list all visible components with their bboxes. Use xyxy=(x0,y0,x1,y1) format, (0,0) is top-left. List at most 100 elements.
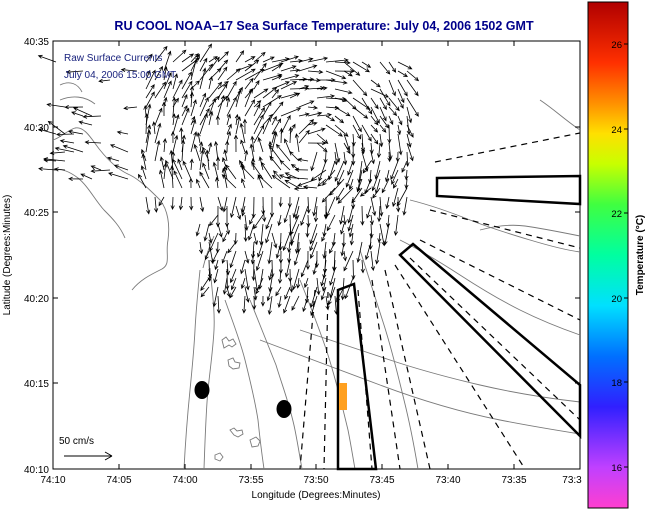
current-arrow xyxy=(388,115,394,126)
current-arrow xyxy=(269,155,282,171)
current-arrow xyxy=(222,277,228,295)
current-arrow xyxy=(340,223,345,235)
colorbar-tick-label: 18 xyxy=(611,378,622,389)
current-arrow xyxy=(361,97,373,115)
current-arrow xyxy=(249,214,255,225)
y-tick-label: 40:30 xyxy=(24,123,49,134)
current-arrow xyxy=(334,115,345,124)
current-arrow xyxy=(334,124,349,137)
current-arrow xyxy=(277,295,282,308)
current-arrow xyxy=(216,295,221,314)
current-arrow xyxy=(227,241,237,254)
station-marker xyxy=(194,381,210,399)
current-arrow xyxy=(229,268,237,284)
current-arrow xyxy=(208,56,220,72)
y-axis xyxy=(53,40,580,470)
current-arrow xyxy=(199,112,208,135)
current-arrow xyxy=(371,169,381,192)
current-arrow xyxy=(334,60,351,65)
current-arrow xyxy=(268,268,273,281)
current-arrow xyxy=(154,122,162,144)
radar-beam-outlines xyxy=(336,174,582,471)
current-arrow xyxy=(393,178,399,189)
current-arrow xyxy=(267,241,273,265)
current-arrow xyxy=(370,196,377,217)
current-arrow xyxy=(280,107,302,117)
current-arrow xyxy=(309,241,318,259)
colorbar-tick-label: 22 xyxy=(611,209,622,220)
current-arrow xyxy=(71,111,84,117)
current-arrow xyxy=(253,88,269,99)
current-arrow xyxy=(283,295,291,314)
current-arrow xyxy=(361,124,372,142)
current-arrow xyxy=(240,139,246,153)
current-arrow xyxy=(145,69,151,81)
current-arrow xyxy=(272,170,282,180)
current-arrow xyxy=(190,99,197,117)
current-arrow xyxy=(244,286,250,303)
current-arrow xyxy=(53,167,66,172)
current-arrow xyxy=(215,205,221,228)
x-axis-label: Longitude (Degrees:Minutes) xyxy=(252,490,381,501)
current-arrow xyxy=(323,205,328,220)
current-arrow xyxy=(213,268,219,284)
current-arrow xyxy=(241,178,246,189)
current-arrow xyxy=(316,112,333,118)
current-arrow xyxy=(226,96,231,108)
current-arrow xyxy=(262,116,271,135)
current-arrow xyxy=(379,97,387,111)
current-arrow xyxy=(342,250,347,262)
current-arrow xyxy=(205,149,210,171)
current-arrow xyxy=(68,176,84,181)
current-arrow xyxy=(356,241,363,264)
current-arrow xyxy=(406,97,419,117)
current-arrow xyxy=(145,124,152,144)
current-arrow xyxy=(235,50,245,63)
current-arrow xyxy=(208,76,213,90)
current-arrow xyxy=(154,45,168,63)
colorbar-label: Temperature (°C) xyxy=(635,215,646,296)
current-arrow xyxy=(290,223,300,245)
current-arrow xyxy=(317,178,327,187)
current-arrow xyxy=(334,88,353,95)
current-arrow xyxy=(359,187,372,197)
current-arrow xyxy=(173,170,183,189)
current-arrow xyxy=(294,167,309,172)
current-arrow xyxy=(59,139,75,144)
current-arrow xyxy=(260,295,265,307)
current-arrow xyxy=(347,160,354,176)
colorbar-tick-label: 26 xyxy=(611,40,622,51)
current-arrow xyxy=(406,79,419,97)
current-arrow xyxy=(307,121,318,126)
current-arrow xyxy=(361,61,372,68)
current-arrow xyxy=(170,165,175,189)
current-arrow xyxy=(325,124,343,137)
current-arrow xyxy=(343,61,361,76)
current-arrow xyxy=(268,140,273,162)
current-arrow xyxy=(47,120,66,135)
current-arrow xyxy=(198,141,204,153)
current-arrow xyxy=(296,277,301,289)
current-arrow xyxy=(397,97,404,109)
current-arrow xyxy=(259,223,264,246)
current-arrow xyxy=(379,61,391,75)
current-arrow xyxy=(352,124,362,140)
current-arrow xyxy=(222,232,228,243)
current-arrow xyxy=(226,80,237,99)
current-arrow xyxy=(226,96,237,117)
current-arrow xyxy=(271,75,283,81)
current-arrow xyxy=(159,156,165,171)
current-arrow xyxy=(163,50,172,72)
current-arrow xyxy=(165,159,174,180)
current-arrow xyxy=(387,151,392,163)
current-arrow xyxy=(221,174,237,189)
current-arrow xyxy=(163,80,172,99)
colorbar-tick-labels: 26 24 22 20 18 16 xyxy=(611,40,622,474)
current-arrow xyxy=(208,81,223,99)
current-arrow xyxy=(107,156,120,162)
current-arrow xyxy=(172,134,179,153)
current-arrow xyxy=(307,127,326,135)
current-arrow xyxy=(362,160,372,174)
current-arrow xyxy=(230,277,237,291)
